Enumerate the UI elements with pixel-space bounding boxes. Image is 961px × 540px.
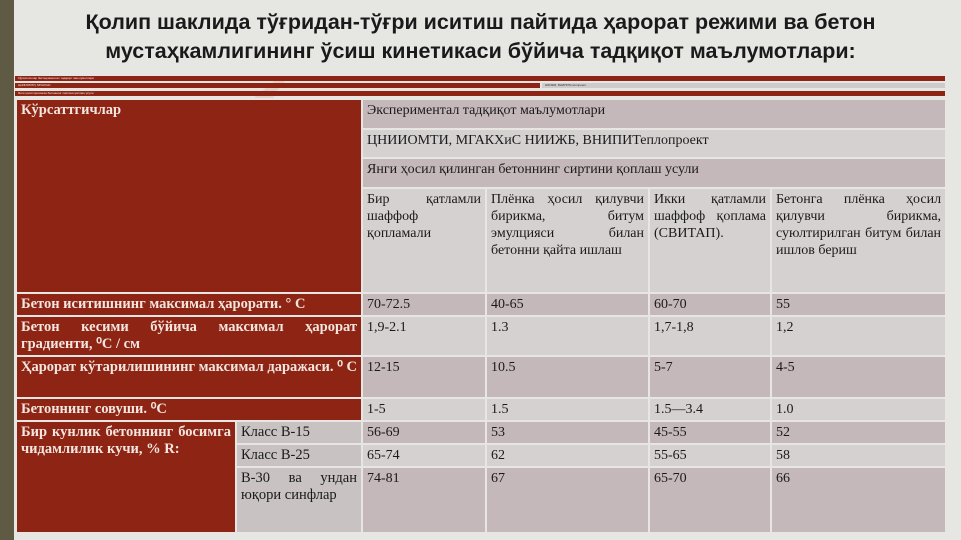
row-value: 1,2 <box>770 315 948 357</box>
row-value: 12-15 <box>361 355 488 399</box>
thin-row: Янги ҳосил қилинган бетоннинг сиртини қо… <box>15 91 945 96</box>
row-value: 10.5 <box>485 355 651 399</box>
row-value: 4-5 <box>770 355 948 399</box>
method-col: Плёнка ҳосил қилувчи бирикма, битум эмул… <box>485 187 651 294</box>
row-value: 60-70 <box>648 292 773 317</box>
table-row: Бетоннинг совуши. ⁰С 1-5 1.5 1.5—3.4 1.0 <box>14 397 948 422</box>
data-table: Кўрсаттгичлар Экспериментал тадқиқот маъ… <box>14 98 948 534</box>
sources-header: ЦНИИОМТИ, МГАКХиС НИИЖБ, ВНИПИТеплопроек… <box>361 128 948 159</box>
table-row: В-30 ва ундан юқори синфлар 74-81 67 65-70 6… <box>16 466 948 534</box>
slide-title: Қолип шаклида тўғридан-тўғри иситиш пайт… <box>85 10 876 63</box>
row-value: 67 <box>485 466 651 534</box>
row-value: 55 <box>770 292 948 317</box>
row-value: 58 <box>770 443 948 468</box>
row-value: 1-5 <box>361 397 488 422</box>
row-value: 5-7 <box>648 355 773 399</box>
row-value: 65-74 <box>361 443 488 468</box>
class-label: Класс В-25 <box>234 443 364 468</box>
row-value: 40-65 <box>485 292 651 317</box>
indicators-header: Кўрсаттгичлар <box>14 98 364 294</box>
row-value: 52 <box>770 420 948 445</box>
row-value: 53 <box>485 420 651 445</box>
row-value: 65-70 <box>648 466 773 534</box>
table-row: Ҳарорат кўтарилишининг максимал даражаси… <box>14 355 948 399</box>
table-row: Класс В-25 65-74 62 55-65 58 <box>16 443 948 468</box>
row-value: 1.3 <box>485 315 651 357</box>
thin-row: ЦНИИОМТИ, МГАКХиС <box>15 83 540 88</box>
method-col: Икки қатламли шаффоф қоплама (СВИТАП). <box>648 187 773 294</box>
row-label: Бетон кесими бўйича максимал ҳарорат гра… <box>14 315 364 357</box>
method-header: Янги ҳосил қилинган бетоннинг сиртини қо… <box>361 157 948 189</box>
row-value: 66 <box>770 466 948 534</box>
row-value: 1.5 <box>485 397 651 422</box>
row-label: Бетон иситишнинг максимал ҳарорати. ° С <box>14 292 364 317</box>
row-label: Ҳарорат кўтарилишининг максимал даражаси… <box>14 355 364 399</box>
row-value: 1.0 <box>770 397 948 422</box>
row-value: 1,9-2.1 <box>361 315 488 357</box>
experimental-header: Экспериментал тадқиқот маълумотлари <box>361 98 948 130</box>
row-label: Бетоннинг совуши. ⁰С <box>14 397 364 422</box>
row-value: 56-69 <box>361 420 488 445</box>
method-col: Бетонга плёнка ҳосил қилувчи бирикма, су… <box>770 187 948 294</box>
row-value: 1.5—3.4 <box>648 397 773 422</box>
left-accent-strip <box>0 0 14 540</box>
class-label: В-30 ва ундан юқори синфлар <box>234 466 364 534</box>
strength-label: Бир кунлик бетоннинг босимга чидамлилик … <box>15 420 237 534</box>
row-value: 70-72.5 <box>361 292 488 317</box>
row-value: 74-81 <box>361 466 488 534</box>
row-value: 1,7-1,8 <box>648 315 773 357</box>
thin-row: Кўрсаткичлар Экспериментал тадқиқот маъл… <box>15 76 945 81</box>
row-value: 45-55 <box>648 420 773 445</box>
table-row: Бетон кесими бўйича максимал ҳарорат гра… <box>14 315 948 357</box>
row-value: 62 <box>485 443 651 468</box>
method-col: Бир қатламли шаффоф қопламали <box>361 187 488 294</box>
class-label: Класс В-15 <box>234 420 364 445</box>
table-row: Бир кунлик бетоннинг босимга чидамлилик … <box>15 420 948 534</box>
thin-row: НИИЖБ, ВНИПИТеплопроект <box>542 83 945 88</box>
row-value: 55-65 <box>648 443 773 468</box>
